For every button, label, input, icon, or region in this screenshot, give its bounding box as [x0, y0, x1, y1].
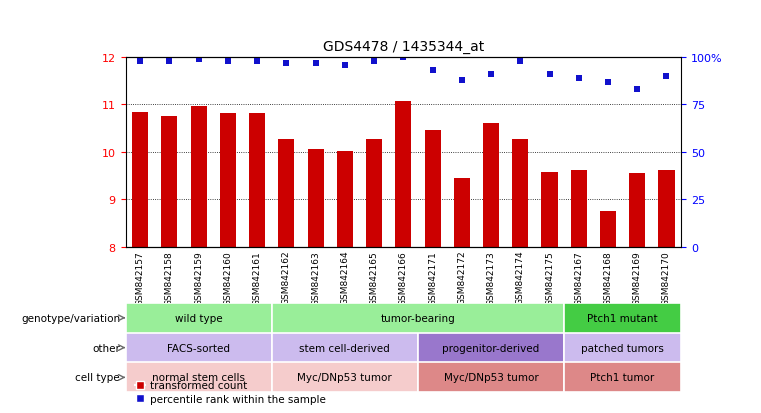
Bar — [272, 333, 418, 363]
Bar — [126, 333, 272, 363]
Bar — [564, 333, 681, 363]
Bar — [395, 102, 412, 247]
Point — [134, 58, 146, 65]
Point — [193, 57, 205, 63]
Bar — [571, 171, 587, 247]
Bar — [272, 363, 418, 392]
Bar — [279, 139, 295, 247]
Bar — [366, 140, 382, 247]
Bar — [483, 124, 499, 247]
Point — [573, 75, 585, 82]
Bar — [161, 117, 177, 247]
Bar — [220, 114, 236, 247]
Text: Myc/DNp53 tumor: Myc/DNp53 tumor — [444, 373, 539, 382]
Text: Ptch1 tumor: Ptch1 tumor — [591, 373, 654, 382]
Bar — [512, 139, 528, 247]
Bar — [337, 151, 353, 247]
Point — [426, 68, 438, 74]
Point — [397, 55, 409, 61]
Bar — [564, 303, 681, 333]
Point — [251, 58, 263, 65]
Point — [661, 74, 673, 80]
Point — [368, 58, 380, 65]
Bar — [190, 107, 207, 247]
Text: stem cell-derived: stem cell-derived — [300, 343, 390, 353]
Point — [164, 58, 176, 65]
Bar — [132, 112, 148, 247]
Text: normal stem cells: normal stem cells — [152, 373, 245, 382]
Bar — [272, 303, 564, 333]
Bar — [629, 174, 645, 247]
Point — [221, 58, 234, 65]
Point — [456, 77, 468, 84]
Bar — [542, 173, 558, 247]
Text: progenitor-derived: progenitor-derived — [442, 343, 540, 353]
Point — [485, 71, 497, 78]
Text: genotype/variation: genotype/variation — [21, 313, 120, 323]
Text: cell type: cell type — [75, 373, 120, 382]
Bar — [564, 363, 681, 392]
Point — [280, 60, 292, 67]
Point — [514, 58, 527, 65]
Text: Myc/DNp53 tumor: Myc/DNp53 tumor — [298, 373, 392, 382]
Title: GDS4478 / 1435344_at: GDS4478 / 1435344_at — [323, 40, 484, 54]
Text: other: other — [92, 343, 120, 353]
Point — [631, 87, 643, 93]
Bar — [425, 131, 441, 247]
Text: tumor-bearing: tumor-bearing — [380, 313, 455, 323]
Bar — [126, 303, 272, 333]
Point — [543, 71, 556, 78]
Bar — [418, 333, 564, 363]
Bar — [126, 247, 681, 271]
Bar — [454, 179, 470, 247]
Text: FACS-sorted: FACS-sorted — [167, 343, 230, 353]
Bar — [418, 363, 564, 392]
Point — [339, 62, 351, 69]
Bar — [600, 212, 616, 247]
Point — [602, 79, 614, 86]
Text: patched tumors: patched tumors — [581, 343, 664, 353]
Bar — [249, 114, 265, 247]
Bar — [658, 171, 674, 247]
Bar — [126, 363, 272, 392]
Text: wild type: wild type — [175, 313, 222, 323]
Text: Ptch1 mutant: Ptch1 mutant — [587, 313, 658, 323]
Point — [310, 60, 322, 67]
Legend: transformed count, percentile rank within the sample: transformed count, percentile rank withi… — [131, 376, 330, 408]
Bar — [307, 149, 323, 247]
